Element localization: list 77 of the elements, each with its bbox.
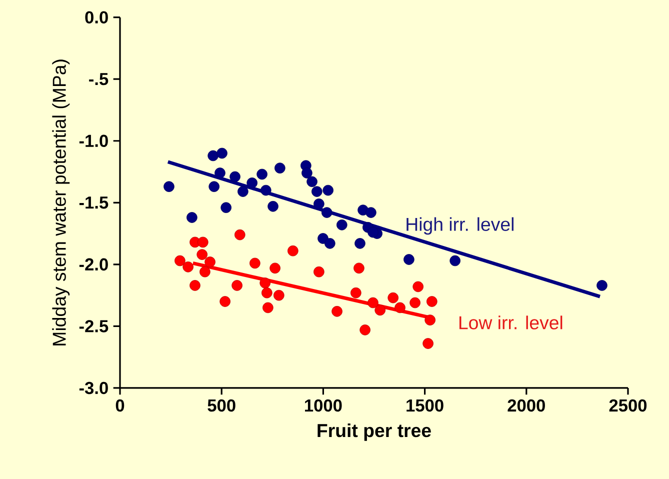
point bbox=[220, 202, 232, 213]
point bbox=[220, 296, 230, 307]
point bbox=[230, 171, 240, 182]
point bbox=[596, 280, 608, 291]
point bbox=[314, 266, 324, 278]
series-label: High irr. level bbox=[406, 217, 514, 235]
x-axis-title: Fruit per tree bbox=[318, 423, 431, 441]
point bbox=[302, 168, 312, 178]
point bbox=[260, 184, 272, 196]
point bbox=[318, 233, 328, 244]
point bbox=[204, 256, 216, 268]
y-tick-label: -1.5 bbox=[79, 196, 108, 209]
point bbox=[238, 186, 248, 197]
point bbox=[274, 162, 286, 174]
point bbox=[270, 262, 280, 274]
y-axis-title: Midday stem water potential (MPa) bbox=[52, 60, 70, 346]
point bbox=[268, 200, 278, 212]
y-tick-label: -.5 bbox=[89, 73, 108, 86]
point bbox=[214, 168, 226, 178]
point bbox=[200, 266, 210, 278]
point bbox=[450, 255, 460, 266]
point bbox=[182, 262, 194, 272]
point bbox=[374, 304, 386, 316]
point bbox=[234, 229, 246, 240]
y-tick-label: -1.0 bbox=[79, 134, 108, 148]
x-tick-label: 2000 bbox=[508, 399, 545, 412]
y-tick-label: -2.0 bbox=[79, 258, 108, 271]
point bbox=[368, 226, 378, 238]
point bbox=[216, 148, 228, 159]
point bbox=[256, 168, 268, 180]
point bbox=[366, 207, 376, 218]
point bbox=[250, 258, 260, 269]
point bbox=[164, 181, 174, 192]
x-tick-label: 1000 bbox=[305, 399, 342, 412]
x-tick-label: 2500 bbox=[609, 399, 647, 412]
point bbox=[410, 297, 420, 308]
y-tick-label: -2.5 bbox=[79, 320, 108, 332]
point bbox=[354, 262, 364, 274]
point bbox=[426, 296, 438, 307]
point bbox=[388, 292, 398, 304]
point bbox=[196, 249, 208, 260]
point bbox=[422, 338, 434, 349]
point bbox=[354, 238, 366, 249]
point bbox=[262, 287, 272, 298]
point bbox=[368, 297, 378, 308]
point bbox=[208, 150, 218, 162]
point bbox=[208, 181, 220, 192]
y-tick-label: -3.0 bbox=[79, 382, 108, 394]
point bbox=[274, 290, 284, 301]
point bbox=[246, 177, 258, 188]
point bbox=[404, 254, 414, 265]
point bbox=[324, 238, 336, 249]
point bbox=[260, 278, 270, 288]
point bbox=[174, 255, 186, 266]
point bbox=[186, 212, 198, 223]
point bbox=[332, 306, 342, 317]
point bbox=[322, 184, 334, 196]
point bbox=[336, 220, 348, 230]
point bbox=[198, 236, 208, 248]
x-tick-label: 500 bbox=[208, 399, 236, 412]
point bbox=[412, 281, 424, 292]
x-tick-label: 0 bbox=[116, 399, 124, 412]
point bbox=[232, 280, 242, 291]
point bbox=[314, 198, 324, 210]
point bbox=[424, 314, 436, 326]
point bbox=[288, 245, 298, 256]
y-tick-label: 0.0 bbox=[85, 11, 108, 24]
point bbox=[394, 302, 406, 314]
point bbox=[321, 207, 332, 218]
point bbox=[190, 280, 200, 291]
point bbox=[360, 324, 370, 336]
point bbox=[350, 287, 362, 298]
point bbox=[262, 302, 274, 314]
series-label: Low irr. level bbox=[459, 316, 562, 330]
point bbox=[312, 186, 322, 197]
x-tick-label: 1500 bbox=[406, 399, 444, 412]
point bbox=[306, 176, 318, 188]
